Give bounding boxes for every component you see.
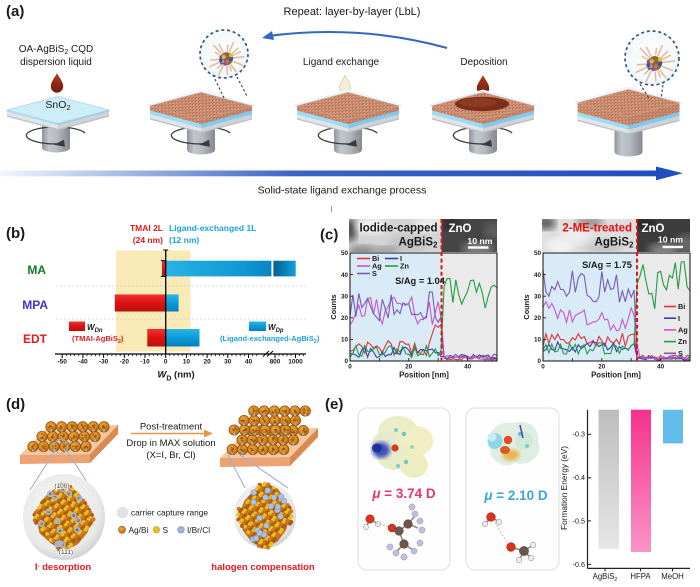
svg-text:50: 50 (534, 250, 542, 257)
svg-text:50: 50 (341, 250, 349, 257)
svg-text:(111): (111) (59, 549, 73, 556)
svg-text:Counts: Counts (329, 294, 338, 319)
svg-text:Ligand exchange: Ligand exchange (303, 57, 380, 68)
svg-text:Ag/Bi: Ag/Bi (129, 525, 149, 535)
svg-text:-0.6: -0.6 (573, 560, 585, 569)
svg-text:Position [nm]: Position [nm] (591, 371, 641, 380)
svg-text:20: 20 (341, 315, 349, 322)
svg-text:MeOH: MeOH (661, 572, 684, 581)
svg-text:Repeat: layer-by-layer (LbL): Repeat: layer-by-layer (LbL) (284, 6, 421, 18)
svg-text:-50: -50 (57, 359, 67, 366)
svg-text:μ = 2.10 D: μ = 2.10 D (483, 488, 548, 503)
svg-text:Ag: Ag (372, 262, 382, 271)
svg-text:-10: -10 (140, 359, 150, 366)
svg-text:WD (nm): WD (nm) (157, 370, 194, 383)
svg-text:10: 10 (534, 337, 542, 344)
svg-text:WDp: WDp (268, 323, 284, 334)
svg-text:Ag: Ag (678, 326, 688, 335)
svg-text:Bi: Bi (678, 302, 685, 311)
svg-text:μ = 3.74 D: μ = 3.74 D (371, 486, 436, 501)
svg-text:40: 40 (341, 272, 349, 279)
svg-text:EDT: EDT (23, 332, 48, 346)
svg-text:10: 10 (341, 337, 349, 344)
svg-text:I- desorption: I- desorption (35, 562, 92, 573)
svg-text:Post-treatment: Post-treatment (140, 422, 203, 433)
svg-text:30: 30 (341, 293, 349, 300)
svg-text:MA: MA (27, 263, 46, 277)
svg-text:Position [nm]: Position [nm] (399, 371, 449, 380)
svg-text:(12 nm): (12 nm) (169, 235, 199, 245)
svg-text:AgBiS2: AgBiS2 (595, 237, 635, 250)
svg-text:S/Ag = 1.04: S/Ag = 1.04 (395, 276, 446, 286)
svg-text:800: 800 (270, 359, 281, 366)
svg-text:Drop in MAX solution: Drop in MAX solution (126, 438, 215, 449)
svg-text:MPA: MPA (22, 298, 48, 312)
svg-text:0: 0 (537, 358, 541, 365)
svg-text:I/Br/Cl: I/Br/Cl (187, 525, 210, 535)
svg-text:AgBiS2: AgBiS2 (399, 237, 439, 250)
svg-text:HFPA: HFPA (630, 572, 651, 581)
svg-text:I: I (400, 254, 402, 263)
svg-text:(d): (d) (6, 396, 25, 413)
svg-text:0: 0 (344, 358, 348, 365)
svg-text:carrier capture range: carrier capture range (131, 508, 208, 518)
svg-text:40: 40 (657, 364, 665, 371)
svg-text:20: 20 (203, 359, 211, 366)
svg-text:20: 20 (405, 364, 413, 371)
svg-text:-20: -20 (120, 359, 130, 366)
svg-text:0: 0 (541, 364, 545, 371)
svg-text:20: 20 (534, 315, 542, 322)
svg-text:10: 10 (183, 359, 191, 366)
svg-text:0: 0 (164, 359, 168, 366)
svg-text:ZnO: ZnO (449, 223, 472, 235)
svg-text:Ligand-exchanged 1L: Ligand-exchanged 1L (169, 223, 256, 233)
svg-text:20: 20 (598, 364, 606, 371)
svg-text:40: 40 (534, 272, 542, 279)
svg-text:30: 30 (224, 359, 232, 366)
svg-text:I: I (678, 314, 680, 323)
svg-text:(100): (100) (54, 483, 69, 490)
svg-text:10 nm: 10 nm (467, 236, 492, 246)
svg-text:-0.5: -0.5 (573, 516, 585, 525)
svg-text:-0.3: -0.3 (573, 430, 585, 439)
svg-text:40: 40 (245, 359, 253, 366)
svg-text:Counts: Counts (522, 294, 531, 319)
svg-text:Solid-state ligand exchange pr: Solid-state ligand exchange process (258, 185, 427, 197)
svg-text:-40: -40 (78, 359, 88, 366)
svg-text:(24 nm): (24 nm) (133, 235, 163, 245)
svg-text:(Ligand-exchanged-AgBiS2): (Ligand-exchanged-AgBiS2) (220, 334, 320, 345)
svg-text:-0.4: -0.4 (573, 473, 585, 482)
svg-text:halogen compensation: halogen compensation (211, 562, 315, 573)
svg-text:(c): (c) (320, 227, 338, 244)
svg-text:S: S (163, 525, 169, 535)
svg-text:S: S (678, 349, 683, 358)
svg-text:(X=I, Br, Cl): (X=I, Br, Cl) (146, 450, 195, 461)
svg-text:-30: -30 (99, 359, 109, 366)
svg-text:dispersion liquid: dispersion liquid (20, 57, 92, 68)
svg-text:(a): (a) (6, 3, 24, 20)
svg-text:10 nm: 10 nm (658, 235, 683, 245)
svg-text:(b): (b) (6, 225, 25, 242)
svg-text:Bi: Bi (372, 254, 379, 263)
svg-text:(e): (e) (325, 396, 343, 413)
svg-text:40: 40 (464, 364, 472, 371)
svg-text:ZnO: ZnO (642, 223, 665, 235)
svg-text:SnO2: SnO2 (45, 99, 70, 112)
svg-text:Zn: Zn (400, 262, 409, 271)
svg-text:TMAI 2L: TMAI 2L (130, 223, 163, 233)
svg-text:Zn: Zn (678, 337, 687, 346)
svg-text:S: S (372, 269, 377, 278)
svg-text:30: 30 (534, 293, 542, 300)
svg-text:(TMAI-AgBiS2): (TMAI-AgBiS2) (72, 334, 124, 345)
svg-text:Iodide-capped: Iodide-capped (360, 223, 438, 235)
svg-text:AgBiS2: AgBiS2 (593, 572, 618, 583)
svg-text:OA-AgBiS2 CQD: OA-AgBiS2 CQD (19, 44, 93, 56)
svg-text:0: 0 (348, 364, 352, 371)
svg-text:2-ME-treated: 2-ME-treated (562, 223, 632, 235)
svg-text:1000: 1000 (288, 359, 303, 366)
svg-text:Formation Energy (eV): Formation Energy (eV) (559, 446, 569, 530)
svg-text:S/Ag = 1.75: S/Ag = 1.75 (582, 260, 632, 270)
svg-text:WDn: WDn (87, 323, 103, 334)
svg-text:Deposition: Deposition (460, 57, 507, 68)
